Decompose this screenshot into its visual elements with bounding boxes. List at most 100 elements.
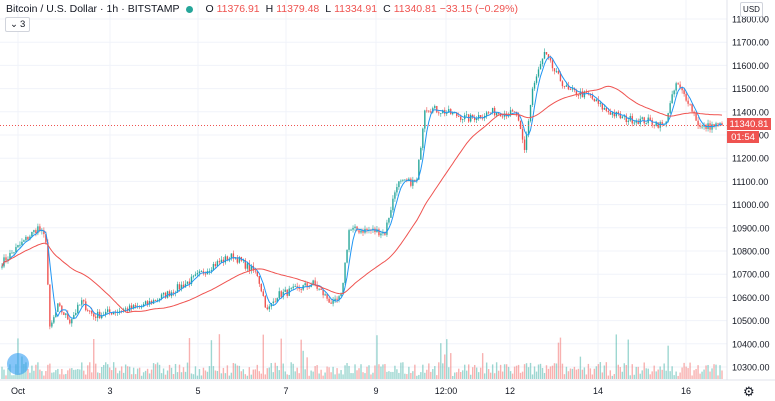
candle-body xyxy=(39,226,41,231)
candle-body xyxy=(535,76,538,83)
candle-body xyxy=(485,112,488,116)
candle-body xyxy=(192,275,195,277)
candle-body xyxy=(390,210,392,218)
volume-bar xyxy=(332,366,334,379)
tradingview-logo-icon[interactable] xyxy=(7,353,29,375)
volume-bar xyxy=(585,374,588,379)
indicators-toggle-button[interactable]: ⌄ 3 xyxy=(5,17,31,32)
volume-bar xyxy=(701,371,703,379)
volume-bar xyxy=(677,375,679,379)
volume-bar xyxy=(617,364,619,379)
candle-body xyxy=(312,280,314,285)
candle-body xyxy=(621,116,623,119)
candle-body xyxy=(75,312,77,315)
volume-bar xyxy=(450,353,452,379)
candle-body xyxy=(458,116,460,117)
volume-bar xyxy=(286,374,288,379)
volume-bar xyxy=(222,367,225,379)
candle-body xyxy=(324,294,326,296)
candle-body xyxy=(99,311,101,319)
candle-body xyxy=(410,178,412,186)
candle-body xyxy=(599,103,602,104)
candle-body xyxy=(216,261,219,267)
volume-bar xyxy=(83,370,85,379)
volume-bar xyxy=(236,365,239,379)
volume-bar xyxy=(71,368,73,379)
candle-body xyxy=(132,305,135,309)
volume-bar xyxy=(256,364,258,379)
interval[interactable]: 1h xyxy=(106,3,119,15)
open-value: 11376.91 xyxy=(216,3,260,15)
candle-body xyxy=(21,241,23,245)
volume-bar xyxy=(647,368,649,379)
candle-body xyxy=(25,236,27,241)
gear-icon[interactable]: ⚙ xyxy=(743,384,755,399)
volume-bar xyxy=(178,364,181,379)
volume-bar xyxy=(436,375,438,379)
volume-bar xyxy=(703,369,705,379)
volume-bar xyxy=(412,371,414,379)
candle-body xyxy=(9,253,11,260)
volume-bar xyxy=(372,372,374,379)
volume-bar xyxy=(567,371,570,379)
volume-bar xyxy=(356,370,358,379)
volume-bar xyxy=(73,369,75,379)
candle-body xyxy=(344,262,346,283)
last-price-label: 11340.81 xyxy=(727,118,771,130)
candle-body xyxy=(521,129,524,140)
candle-body xyxy=(17,245,19,248)
candle-body xyxy=(194,274,197,276)
candle-body xyxy=(581,91,584,98)
volume-bar xyxy=(390,371,392,379)
candle-body xyxy=(593,98,596,102)
candle-body xyxy=(77,304,79,313)
volume-bar xyxy=(466,370,468,379)
candle-body xyxy=(414,179,416,181)
candle-body xyxy=(248,263,251,271)
volume-bar xyxy=(294,371,296,379)
candle-body xyxy=(246,263,249,269)
volume-bar xyxy=(188,338,191,379)
candle-body xyxy=(509,110,512,116)
candle-body xyxy=(29,236,31,240)
candle-body xyxy=(398,181,400,188)
close-value: 11340.81 xyxy=(393,3,437,15)
volume-bar xyxy=(380,366,382,379)
volume-bar xyxy=(300,339,302,379)
price-tick-label: 11200.00 xyxy=(732,154,769,164)
volume-bar xyxy=(681,367,683,379)
volume-bar xyxy=(669,371,671,379)
candle-body xyxy=(675,83,677,91)
volume-bar xyxy=(246,375,249,379)
volume-bar xyxy=(362,372,364,379)
candle-body xyxy=(553,68,556,72)
candle-body xyxy=(172,292,175,294)
candle-body xyxy=(37,226,39,234)
candle-body xyxy=(69,319,71,324)
volume-bar xyxy=(493,373,496,379)
candle-body xyxy=(491,107,494,113)
volume-bar xyxy=(454,372,456,379)
volume-bar xyxy=(577,368,580,379)
volume-bar xyxy=(51,372,53,379)
volume-bar xyxy=(67,370,69,379)
volume-bar xyxy=(194,366,197,379)
volume-bar xyxy=(118,370,121,379)
symbol-name[interactable]: Bitcoin / U.S. Dollar xyxy=(6,3,98,15)
currency-button[interactable]: USD xyxy=(740,2,763,17)
candle-body xyxy=(649,117,651,121)
volume-bar xyxy=(416,375,418,379)
candle-body xyxy=(95,316,97,318)
volume-bars xyxy=(1,334,723,379)
candle-body xyxy=(218,261,221,263)
volume-bar xyxy=(266,368,268,379)
volume-bar xyxy=(242,369,245,379)
candle-body xyxy=(212,263,215,271)
candle-body xyxy=(703,124,705,127)
candle-body xyxy=(352,227,354,230)
volume-bar xyxy=(460,371,462,379)
volume-bar xyxy=(238,365,241,379)
